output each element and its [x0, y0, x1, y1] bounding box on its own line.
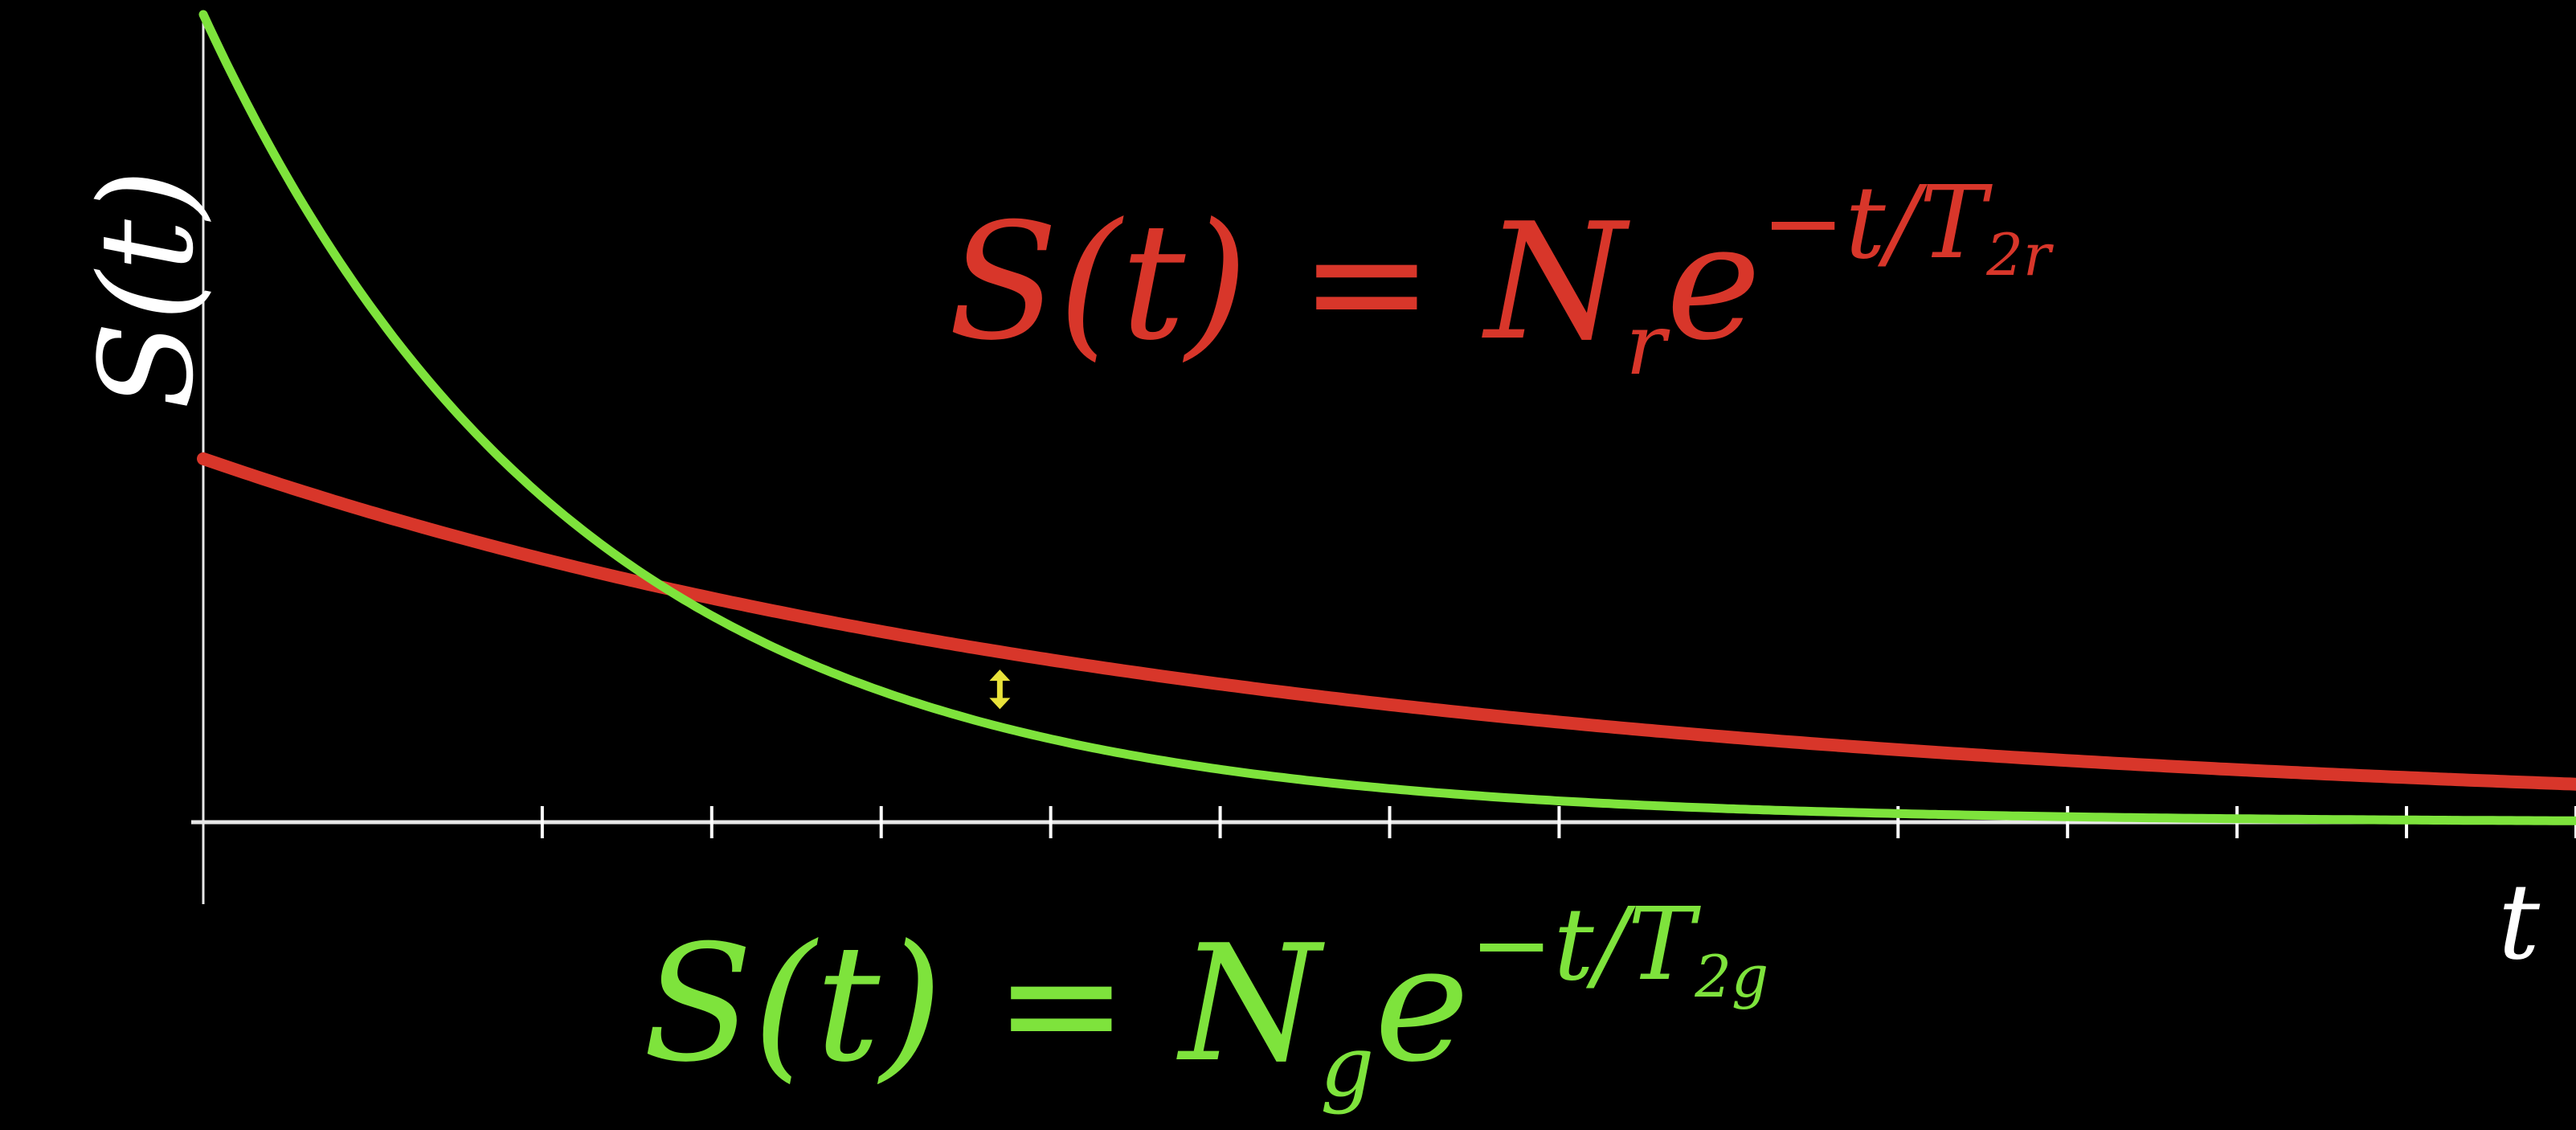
x-axis-ticks: [540, 806, 2576, 838]
x-axis-label: t: [2498, 861, 2541, 983]
difference-arrow: [989, 669, 1011, 710]
y-axis-label: S(t): [72, 170, 222, 410]
red-equation-exponent-subscript: 2r: [1985, 221, 2054, 289]
red-equation-base: e: [1666, 189, 1760, 376]
green-decay-curve: [198, 10, 2576, 825]
red-equation: S(t) = Nre−t/T2r: [948, 165, 2054, 394]
green-equation-subscript: g: [1320, 1017, 1374, 1116]
red-equation-subscript: r: [1625, 296, 1670, 394]
arrow-head-down: [989, 698, 1011, 710]
arrow-head-up: [989, 669, 1011, 682]
green-equation-exponent-subscript: 2g: [1694, 943, 1768, 1010]
green-equation-lhs: S(t) = N: [643, 911, 1325, 1098]
red-equation-exponent: −t/T: [1761, 165, 1993, 281]
red-decay-curve: [197, 452, 2576, 791]
red-equation-lhs: S(t) = N: [948, 189, 1630, 376]
green-equation-base: e: [1374, 911, 1469, 1098]
green-equation-exponent: −t/T: [1470, 886, 1701, 1003]
green-equation: S(t) = Nge−t/T2g: [643, 886, 1768, 1116]
